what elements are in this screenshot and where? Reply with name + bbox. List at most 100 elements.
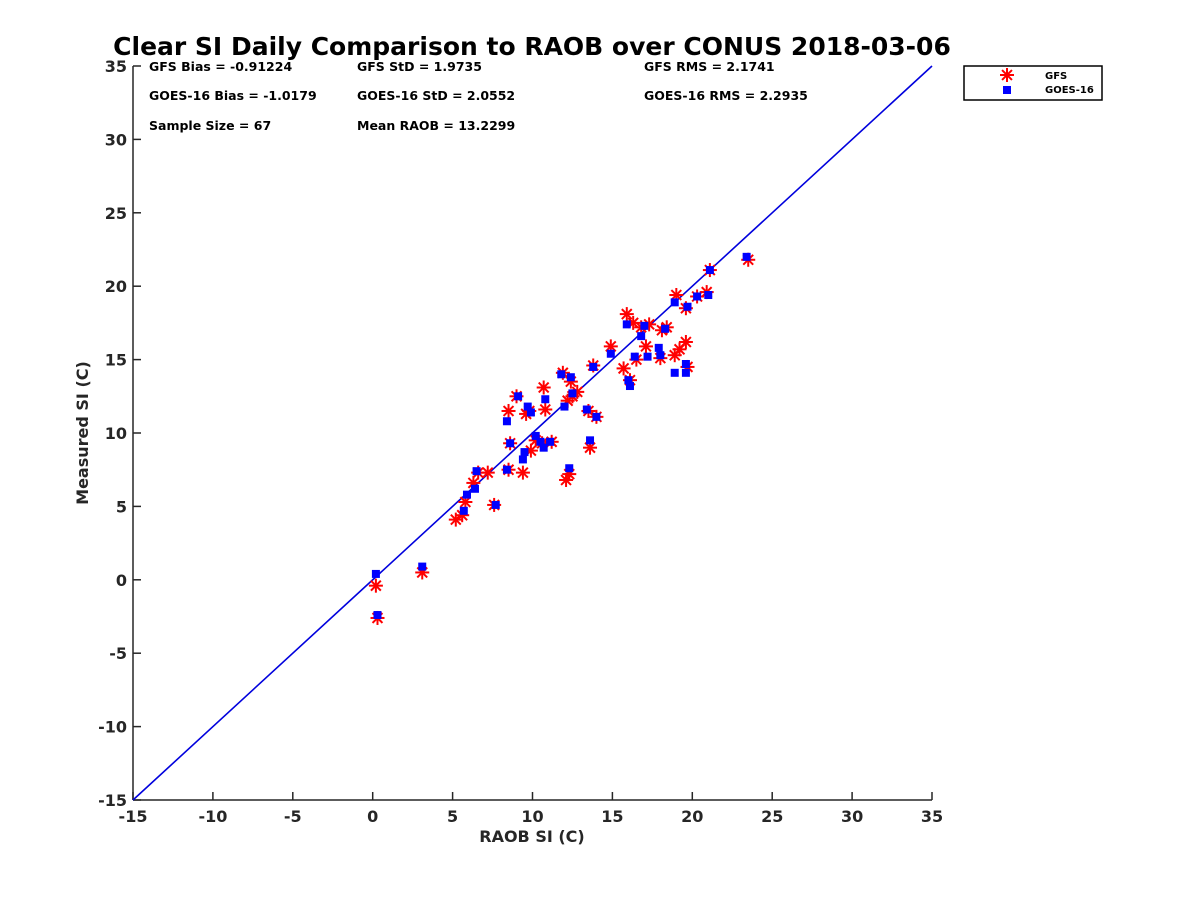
stat-goes-bias: GOES-16 Bias = -1.0179 — [149, 88, 317, 103]
y-tick-label: 25 — [105, 204, 127, 223]
legend-box — [963, 65, 1103, 101]
goes16-point — [606, 349, 615, 358]
stat-goes-rms: GOES-16 RMS = 2.2935 — [644, 88, 808, 103]
x-tick-label: -5 — [284, 807, 302, 826]
x-tick-label: 15 — [601, 807, 623, 826]
goes16-point — [536, 437, 545, 446]
goes16-point — [625, 382, 634, 391]
goes16-point — [539, 443, 548, 452]
gfs-point — [458, 494, 473, 509]
legend-goes16-symbol — [1003, 86, 1011, 94]
goes16-point — [523, 402, 532, 411]
goes16-point — [586, 436, 595, 445]
goes16-point — [526, 408, 535, 417]
chart-title: Clear SI Daily Comparison to RAOB over C… — [113, 32, 951, 61]
goes16-point — [630, 352, 639, 361]
goes16-point — [705, 266, 714, 275]
goes16-point — [565, 464, 574, 473]
stat-gfs-rms: GFS RMS = 2.1741 — [644, 59, 775, 74]
goes16-point — [568, 389, 577, 398]
goes16-point — [637, 332, 646, 341]
y-tick-label: 35 — [105, 57, 127, 76]
x-ticks: -15 -10 -5 0 5 10 15 20 25 30 35 — [119, 792, 943, 826]
goes16-point — [546, 437, 555, 446]
y-tick-label: -5 — [109, 644, 127, 663]
goes16-point — [589, 362, 598, 371]
goes16-point — [681, 368, 690, 377]
x-axis-label: RAOB SI (C) — [479, 827, 584, 846]
y-tick-label: 30 — [105, 130, 127, 149]
goes16-point — [566, 373, 575, 382]
stat-goes-std: GOES-16 StD = 2.0552 — [357, 88, 515, 103]
goes16-point — [693, 292, 702, 301]
goes16-point — [502, 417, 511, 426]
goes16-point — [462, 490, 471, 499]
legend-gfs-marker — [1000, 68, 1014, 82]
goes16-point — [502, 465, 511, 474]
goes16-point — [518, 455, 527, 464]
x-tick-label: 0 — [367, 807, 378, 826]
x-tick-label: 30 — [841, 807, 863, 826]
goes16-series — [371, 252, 751, 620]
x-tick-label: 10 — [521, 807, 543, 826]
goes16-point — [472, 467, 481, 476]
goes16-point — [557, 370, 566, 379]
goes16-point — [541, 395, 550, 404]
goes16-point — [506, 439, 515, 448]
gfs-point — [501, 403, 516, 418]
goes16-point — [742, 252, 751, 261]
legend-gfs-symbol — [1000, 68, 1014, 82]
x-tick-label: 20 — [681, 807, 703, 826]
goes16-point — [704, 291, 713, 300]
stat-gfs-bias: GFS Bias = -0.91224 — [149, 59, 292, 74]
goes16-point — [531, 431, 540, 440]
x-tick-label: 25 — [761, 807, 783, 826]
gfs-point — [515, 465, 530, 480]
gfs-point — [480, 465, 495, 480]
y-tick-label: -15 — [98, 791, 127, 810]
goes16-point — [592, 412, 601, 421]
goes16-point — [654, 343, 663, 352]
legend: GFS GOES-16 — [963, 65, 1103, 101]
goes16-point — [418, 562, 427, 571]
legend-gfs-label: GFS — [1045, 71, 1067, 82]
goes16-point — [470, 484, 479, 493]
goes16-point — [514, 392, 523, 401]
goes16-point — [640, 321, 649, 330]
gfs-point — [536, 380, 551, 395]
goes16-point — [491, 500, 500, 509]
gfs-point — [619, 307, 634, 322]
y-tick-label: 15 — [105, 351, 127, 370]
goes16-point — [582, 405, 591, 414]
stats-block: GFS Bias = -0.91224 GFS StD = 1.9735 GFS… — [149, 59, 808, 133]
y-ticks: -15 -10 -5 0 5 10 15 20 25 30 35 — [98, 57, 141, 810]
legend-goes16-marker — [1003, 86, 1011, 94]
x-tick-label: -10 — [198, 807, 227, 826]
goes16-point — [683, 302, 692, 311]
x-tick-label: 5 — [447, 807, 458, 826]
gfs-point — [678, 334, 693, 349]
goes16-point — [373, 611, 382, 620]
goes16-point — [643, 352, 652, 361]
y-tick-label: 5 — [116, 497, 127, 516]
y-tick-label: 20 — [105, 277, 127, 296]
goes16-point — [670, 368, 679, 377]
goes16-point — [520, 448, 529, 457]
stat-gfs-std: GFS StD = 1.9735 — [357, 59, 482, 74]
goes16-point — [681, 360, 690, 369]
y-tick-label: 0 — [116, 571, 127, 590]
x-tick-label: -15 — [119, 807, 148, 826]
y-tick-label: -10 — [98, 718, 127, 737]
goes16-point — [371, 569, 380, 578]
gfs-point — [616, 361, 631, 376]
gfs-point — [570, 384, 585, 399]
y-tick-label: 10 — [105, 424, 127, 443]
gfs-series — [368, 252, 756, 625]
goes16-point — [670, 298, 679, 307]
stat-sample-size: Sample Size = 67 — [149, 118, 271, 133]
gfs-point — [368, 578, 383, 593]
goes16-point — [656, 351, 665, 360]
x-tick-label: 35 — [921, 807, 943, 826]
gfs-point — [669, 288, 684, 303]
